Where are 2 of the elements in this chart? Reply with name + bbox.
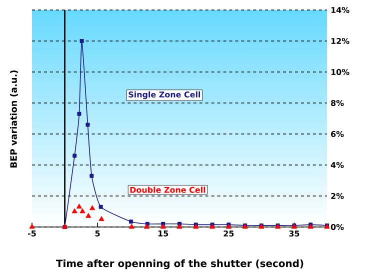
- y-axis-title: BEP variation (a.u.): [10, 70, 18, 168]
- x-axis-title: Time after openning of the shutter (second): [56, 259, 304, 270]
